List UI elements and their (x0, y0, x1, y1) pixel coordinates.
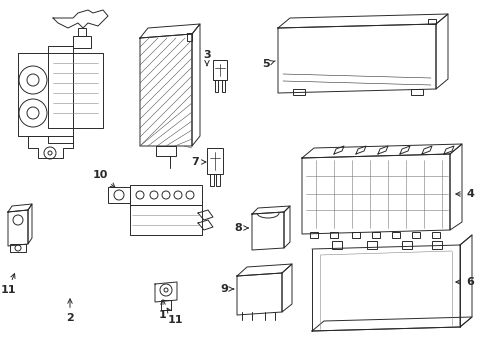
Bar (156, 146, 176, 156)
Bar (108, 187, 130, 203)
Text: 7: 7 (191, 157, 206, 167)
Bar (402, 241, 412, 249)
Bar (222, 80, 225, 92)
Bar (372, 232, 380, 238)
Text: 11: 11 (167, 308, 183, 325)
Bar (293, 89, 305, 95)
Bar (428, 19, 436, 24)
Text: 4: 4 (456, 189, 474, 199)
Bar (332, 241, 342, 249)
Bar (73, 36, 91, 48)
Bar (310, 232, 318, 238)
Bar (215, 80, 218, 92)
Text: 3: 3 (203, 50, 211, 66)
Text: 9: 9 (220, 284, 234, 294)
Bar (216, 174, 220, 186)
Bar (412, 232, 420, 238)
Bar (411, 89, 423, 95)
Bar (161, 300, 171, 310)
Bar (10, 244, 26, 252)
Bar (330, 232, 338, 238)
Text: 2: 2 (66, 299, 74, 323)
Text: 11: 11 (0, 274, 16, 295)
Bar (207, 148, 223, 174)
Bar (432, 241, 442, 249)
Text: 10: 10 (92, 170, 115, 188)
Bar (210, 174, 214, 186)
Bar (392, 232, 400, 238)
Bar (432, 232, 440, 238)
Text: 6: 6 (456, 277, 474, 287)
Bar (130, 185, 202, 205)
Text: 1: 1 (159, 300, 167, 320)
Text: 8: 8 (234, 223, 248, 233)
Bar (352, 232, 360, 238)
Text: 5: 5 (262, 59, 275, 69)
Bar (78, 28, 86, 36)
Bar (213, 60, 227, 80)
Bar (367, 241, 377, 249)
Bar (187, 33, 192, 41)
